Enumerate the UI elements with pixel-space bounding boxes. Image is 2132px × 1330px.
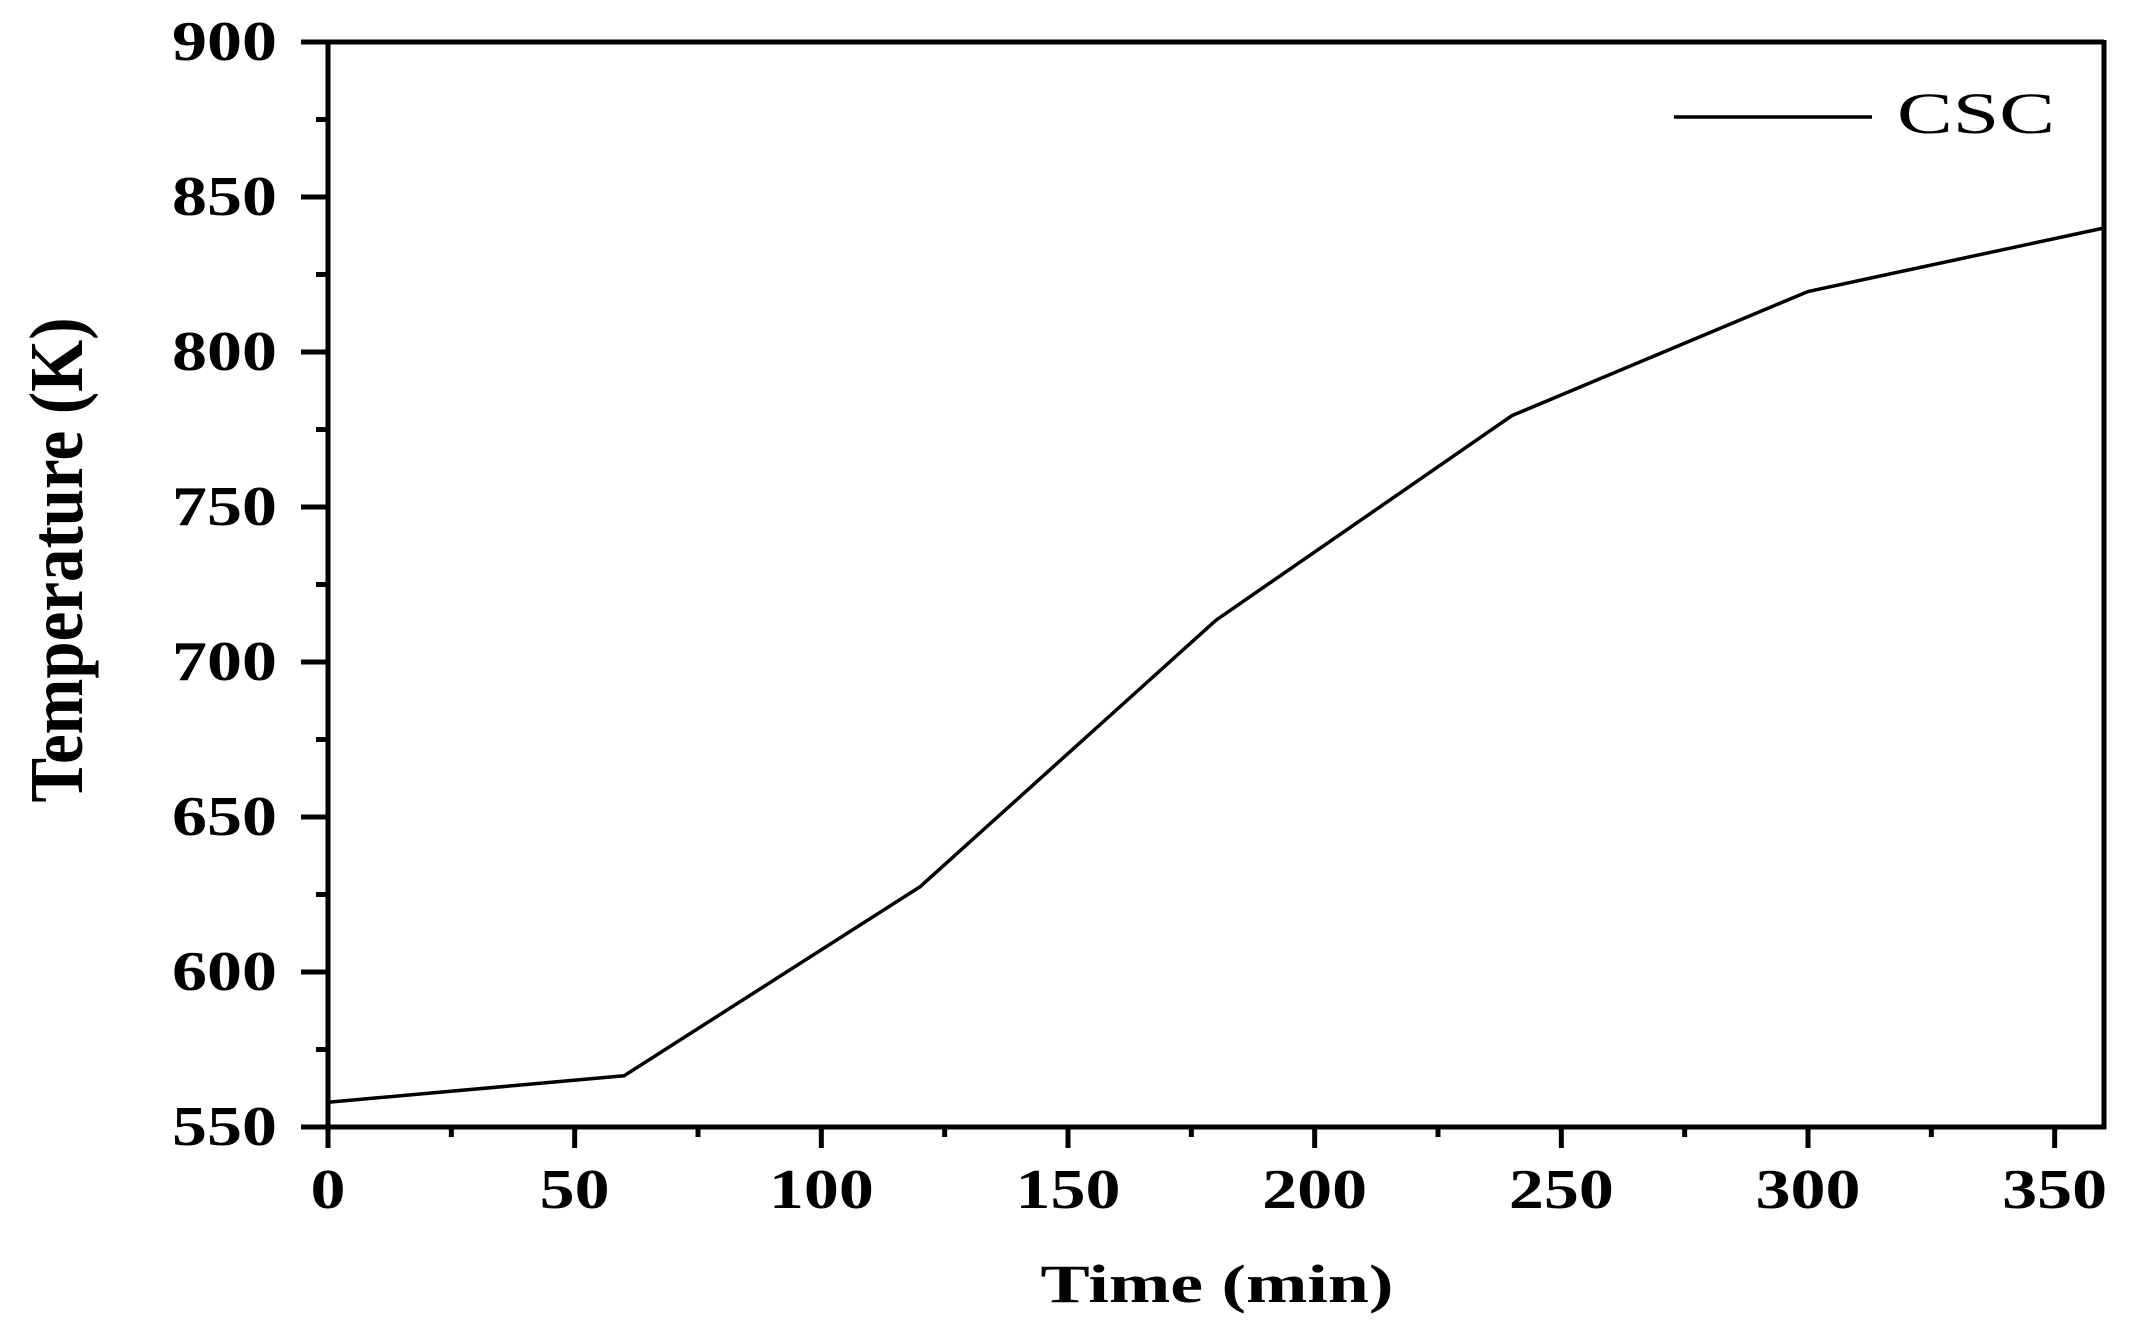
y-tick-label: 650 [172,786,277,848]
x-axis-title: Time (min) [1041,1254,1394,1314]
y-axis-title: Temperature (K) [15,318,99,803]
x-tick-label: 50 [540,1159,610,1221]
series-line-csc [327,226,2105,1104]
y-axis-tick-labels: 550 600 650 700 750 800 850 900 [172,11,277,1158]
y-axis-ticks [301,39,328,1130]
x-tick-label: 350 [2002,1159,2107,1221]
legend: CSC [1674,81,2055,146]
legend-label-csc: CSC [1897,81,2055,146]
y-tick-label: 850 [172,166,277,228]
y-tick-label: 900 [172,11,277,73]
x-tick-label: 300 [1756,1159,1861,1221]
x-axis-ticks [325,1127,2058,1148]
y-tick-label: 600 [172,941,277,1003]
x-tick-label: 100 [769,1159,874,1221]
y-tick-label: 550 [172,1096,277,1158]
x-tick-label: 0 [311,1159,346,1221]
x-tick-label: 250 [1509,1159,1614,1221]
y-tick-label: 800 [172,321,277,383]
x-axis-tick-labels: 0 50 100 150 200 250 300 350 [311,1159,2108,1221]
y-tick-label: 700 [172,631,277,693]
x-tick-label: 200 [1262,1159,1367,1221]
x-tick-label: 150 [1016,1159,1121,1221]
y-tick-label: 750 [172,476,277,538]
